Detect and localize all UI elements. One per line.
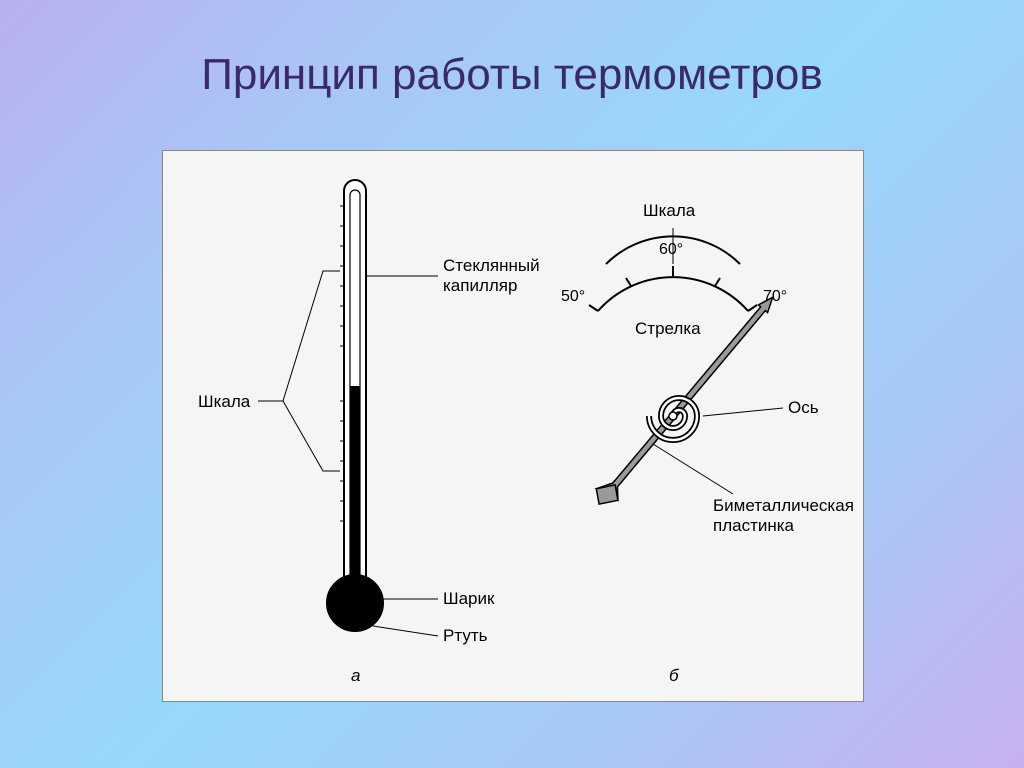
label-capillary-line2: капилляр — [443, 276, 517, 295]
tick-50: 50° — [561, 288, 585, 305]
label-strip-l2: пластинка — [713, 516, 795, 535]
subfigure-letter-a: а — [351, 666, 360, 685]
slide-title: Принцип работы термометров — [0, 50, 1024, 100]
label-scale: Шкала — [198, 392, 251, 411]
bimetallic-group: 50° 60° 70° Шкала Стрелка — [561, 201, 854, 685]
tick-60: 60° — [659, 241, 683, 258]
figure-panel: Стеклянный капилляр Шкала Шарик Ртуть а — [162, 150, 864, 702]
label-mercury: Ртуть — [443, 626, 488, 645]
label-capillary-line1: Стеклянный — [443, 256, 540, 275]
scale-arc — [598, 277, 748, 311]
label-pointer: Стрелка — [635, 319, 701, 338]
label-axis: Ось — [788, 398, 819, 417]
subfigure-letter-b: б — [669, 666, 680, 685]
mercury-column — [350, 386, 360, 586]
axis-dot — [669, 412, 677, 420]
slide: Принцип работы термометров — [0, 0, 1024, 768]
liquid-thermometer: Стеклянный капилляр Шкала Шарик Ртуть а — [198, 180, 540, 685]
label-bulb: Шарик — [443, 589, 495, 608]
diagram-svg: Стеклянный капилляр Шкала Шарик Ртуть а — [163, 151, 863, 701]
label-strip-l1: Биметаллическая — [713, 496, 854, 515]
label-scale-b: Шкала — [643, 201, 696, 220]
